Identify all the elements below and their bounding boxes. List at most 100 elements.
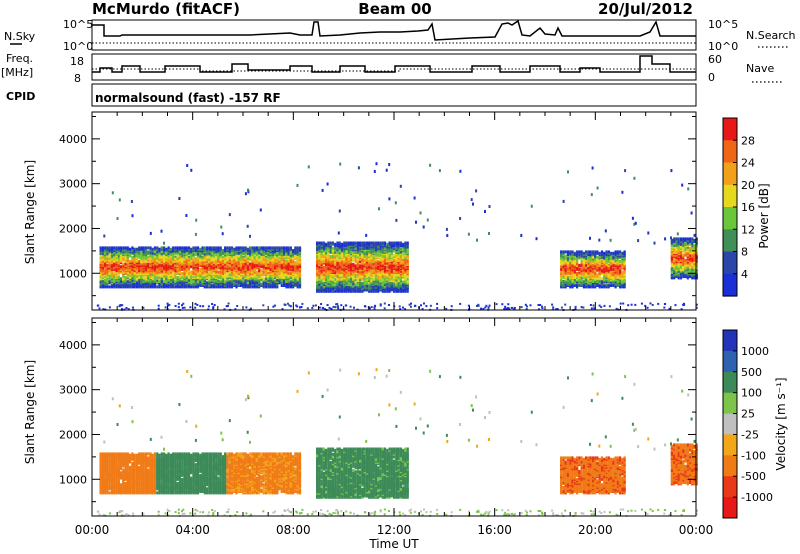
- power-echo-cell: [110, 246, 114, 250]
- power-echo-cell: [325, 242, 328, 246]
- power-echo-cell: [397, 241, 400, 245]
- power-echo-cell: [151, 265, 154, 269]
- power-echo-cell: [408, 303, 411, 306]
- power-echo-cell: [560, 250, 563, 254]
- power-echo-cell: [201, 269, 204, 273]
- power-echo-cell: [296, 246, 299, 250]
- power-echo-cell: [331, 273, 334, 277]
- power-echo-cell: [251, 281, 254, 285]
- power-echo-cell: [226, 285, 229, 289]
- power-echo-cell: [383, 307, 386, 310]
- power-echo-cell: [233, 276, 236, 279]
- power-echo-cell: [131, 214, 134, 218]
- power-echo-cell: [181, 254, 184, 258]
- power-echo-cell: [576, 285, 579, 289]
- power-echo-cell: [280, 255, 283, 259]
- power-echo-cell: [377, 272, 380, 276]
- power-echo-cell: [390, 269, 393, 273]
- freq-left-tick-bottom: 8: [74, 72, 81, 85]
- power-echo-cell: [287, 266, 290, 270]
- noise-right-tick-top: 10^5: [708, 18, 738, 31]
- power-echo-cell: [334, 277, 337, 281]
- power-echo-cell: [373, 306, 376, 309]
- power-echo-cell: [294, 261, 297, 265]
- power-echo-cell: [399, 241, 402, 245]
- power-echo-cell: [381, 264, 384, 268]
- power-echo-cell: [249, 246, 252, 250]
- noise-left-tick-bottom: 10^0: [63, 40, 93, 53]
- power-echo-cell: [383, 277, 387, 281]
- power-echo-cell: [164, 306, 167, 309]
- power-echo-cell: [244, 246, 247, 250]
- power-echo-cell: [203, 277, 206, 281]
- cpid-panel: CPID normalsound (fast) -157 RF: [6, 83, 697, 107]
- power-echo-cell: [212, 258, 215, 262]
- power-echo-cell: [480, 307, 483, 310]
- power-echo-cell: [325, 284, 328, 288]
- power-echo-cell: [264, 246, 268, 250]
- power-echo-cell: [283, 246, 286, 250]
- power-echo-cell: [414, 304, 417, 307]
- power-echo-cell: [336, 244, 339, 248]
- power-echo-cell: [585, 263, 588, 267]
- power-echo-cell: [402, 242, 405, 246]
- freq-label-2: [MHz]: [1, 66, 33, 79]
- power-echo-cell: [607, 250, 610, 254]
- power-echo-cell: [226, 274, 229, 278]
- power-echo-cell: [276, 273, 279, 277]
- power-echo-cell: [338, 258, 341, 262]
- power-echo-cell: [569, 266, 572, 270]
- power-echo-cell: [269, 255, 272, 259]
- power-echo-cell: [206, 281, 209, 285]
- power-echo-cell: [318, 268, 321, 272]
- power-echo-cell: [208, 263, 211, 267]
- power-echo-cell: [160, 274, 163, 278]
- date-title: 20/Jul/2012: [598, 0, 693, 18]
- power-echo-cell: [274, 259, 277, 263]
- power-echo-cell: [612, 263, 615, 267]
- power-echo-cell: [221, 282, 225, 286]
- power-echo-cell: [276, 278, 279, 282]
- power-echo-cell: [135, 269, 138, 273]
- power-echo-cell: [646, 306, 649, 309]
- power-echo-cell: [215, 265, 218, 269]
- power-echo-cell: [242, 249, 245, 253]
- power-echo-cell: [181, 306, 184, 309]
- power-echo-cell: [691, 244, 694, 248]
- power-echo-cell: [564, 250, 567, 254]
- power-echo-cell: [684, 275, 687, 279]
- power-echo-cell: [328, 306, 331, 309]
- power-echo-cell: [246, 247, 249, 251]
- power-echo-cell: [614, 250, 617, 254]
- power-echo-cell: [374, 268, 378, 272]
- power-echo-cell: [425, 305, 428, 308]
- power-echo-cell: [402, 248, 405, 252]
- power-echo-cell: [211, 303, 214, 305]
- power-echo-cell: [359, 241, 362, 245]
- power-echo-cell: [365, 250, 368, 254]
- power-echo-cell: [619, 285, 622, 289]
- power-echo-cell: [153, 267, 157, 271]
- power-echo-cell: [370, 288, 373, 292]
- power-echo-cell: [158, 282, 161, 286]
- freq-panel: Freq. [MHz] 18 8 60 0 Nave: [1, 52, 782, 85]
- power-echo-cell: [686, 237, 689, 241]
- power-echo-cell: [276, 251, 279, 255]
- power-echo-cell: [395, 218, 398, 222]
- power-echo-cell: [174, 246, 177, 250]
- power-echo-cell: [176, 267, 179, 271]
- power-echo-cell: [484, 306, 487, 309]
- power-echo-cell: [289, 305, 292, 308]
- power-echo-cell: [233, 282, 236, 286]
- power-echo-cell: [560, 282, 563, 286]
- power-echo-cell: [287, 246, 290, 250]
- power-echo-cell: [609, 238, 612, 242]
- power-echo-cell: [350, 268, 353, 272]
- power-echo-cell: [649, 302, 652, 305]
- power-echo-cell: [108, 280, 111, 283]
- power-echo-cell: [587, 281, 590, 285]
- power-echo-cell: [174, 285, 177, 289]
- power-echo-cell: [578, 250, 581, 254]
- power-echo-cell: [640, 302, 643, 305]
- power-echo-cell: [406, 245, 409, 249]
